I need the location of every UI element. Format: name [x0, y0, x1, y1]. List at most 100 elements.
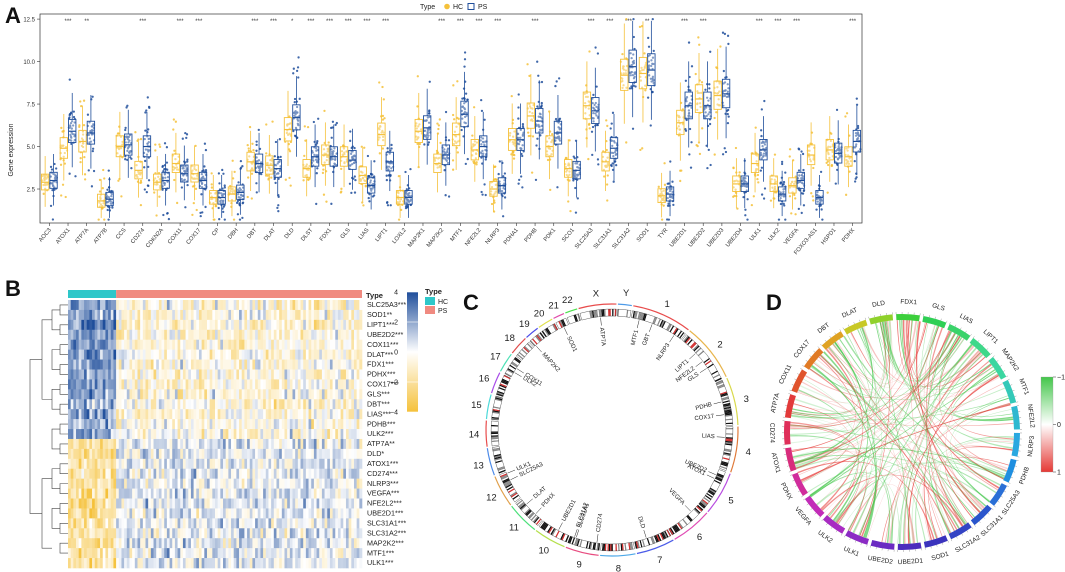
heatmap-cell [284, 379, 288, 390]
jitter-point [759, 169, 762, 172]
heatmap-cell [108, 429, 112, 440]
jitter-point [548, 137, 551, 140]
jitter-point [848, 157, 851, 160]
heatmap-cell [126, 319, 130, 331]
heatmap-cell [182, 329, 186, 341]
heatmap-cell [244, 369, 248, 380]
heatmap-cell [166, 339, 170, 350]
heatmap-cell [220, 319, 224, 331]
heatmap-cell [220, 329, 224, 341]
jitter-point [153, 177, 157, 180]
heatmap-cell [257, 379, 261, 390]
heatmap-cell [311, 419, 315, 430]
jitter-point [322, 193, 326, 196]
jitter-point [330, 126, 333, 130]
heatmap-cell [156, 319, 160, 331]
jitter-point [779, 181, 783, 184]
heatmap-cell [327, 458, 331, 470]
heatmap-cell [89, 359, 93, 370]
jitter-point [292, 67, 295, 70]
jitter-point [417, 125, 420, 128]
heatmap-cell [124, 349, 128, 360]
jitter-point [555, 80, 558, 83]
heatmap-cell [343, 329, 347, 341]
jitter-point [351, 162, 354, 166]
jitter-point [762, 197, 766, 200]
jitter-point [246, 143, 249, 147]
heatmap-cell [225, 339, 229, 350]
significance-label: *** [139, 19, 147, 25]
jitter-point [726, 122, 730, 125]
jitter-point [82, 99, 86, 102]
heatmap-cell [174, 429, 178, 440]
heatmap-cell [94, 309, 98, 321]
jitter-point [433, 159, 437, 162]
jitter-point [475, 141, 479, 144]
heatmap-cell [225, 309, 229, 321]
heatmap-cell [231, 339, 235, 350]
heatmap-cell [297, 329, 301, 341]
jitter-point [574, 139, 578, 142]
heatmap-cell [287, 329, 291, 341]
jitter-point [61, 183, 65, 186]
heatmap-cell [209, 419, 213, 430]
jitter-point [812, 199, 815, 202]
heatmap-cell [124, 359, 128, 370]
heatmap-cell [260, 409, 264, 420]
box-hc-ULK2 [769, 153, 778, 209]
heatmap-cell [324, 409, 328, 420]
heatmap-cell [260, 429, 264, 440]
heatmap-cell [300, 300, 304, 311]
heatmap-cell [97, 399, 101, 410]
heatmap-cell [140, 329, 144, 341]
heatmap-cell [108, 359, 112, 370]
jitter-point [372, 194, 376, 197]
jitter-point [723, 32, 727, 36]
jitter-point [331, 151, 335, 155]
heatmap-cell [204, 300, 208, 311]
heatmap-cell [198, 319, 202, 331]
heatmap-cell [76, 309, 79, 321]
jitter-point [323, 109, 326, 113]
jitter-point [668, 187, 672, 191]
jitter-point [668, 189, 672, 193]
heatmap-cell [97, 448, 101, 460]
jitter-point [210, 197, 213, 201]
heatmap-cell [321, 319, 325, 331]
heatmap-cell [126, 468, 130, 479]
jitter-point [126, 138, 130, 141]
heatmap-cell [78, 329, 82, 341]
heatmap-cell [327, 309, 331, 321]
heatmap-cell [231, 409, 235, 420]
heatmap-cell [329, 409, 333, 420]
jitter-point [568, 170, 571, 173]
heatmap-cell [329, 429, 333, 440]
dendrogram-link [59, 463, 68, 475]
heatmap-cell [142, 379, 146, 390]
heatmap-cell [359, 379, 363, 390]
heatmap-cell [273, 359, 277, 370]
heatmap-cell [145, 349, 149, 360]
heatmap-cell [276, 359, 280, 370]
heatmap-cell [340, 399, 344, 410]
heatmap-cell [100, 458, 104, 470]
heatmap-cell [223, 339, 226, 350]
heatmap-cell [73, 309, 77, 321]
jitter-point [480, 109, 484, 112]
jitter-point [186, 160, 189, 163]
jitter-point [484, 158, 487, 161]
heatmap-cell [292, 300, 296, 311]
jitter-point [277, 204, 280, 207]
heatmap-cell [100, 399, 104, 410]
heatmap-cell [105, 438, 109, 450]
heatmap-cell [241, 409, 245, 420]
heatmap-cell [110, 349, 114, 360]
heatmap-cell [228, 389, 232, 400]
heatmap-cell [102, 319, 106, 331]
jitter-point [62, 155, 65, 158]
jitter-point [419, 128, 423, 131]
jitter-point [315, 143, 318, 146]
heatmap-cell [353, 339, 357, 350]
heatmap-cell [172, 409, 176, 420]
jitter-point [447, 139, 451, 142]
